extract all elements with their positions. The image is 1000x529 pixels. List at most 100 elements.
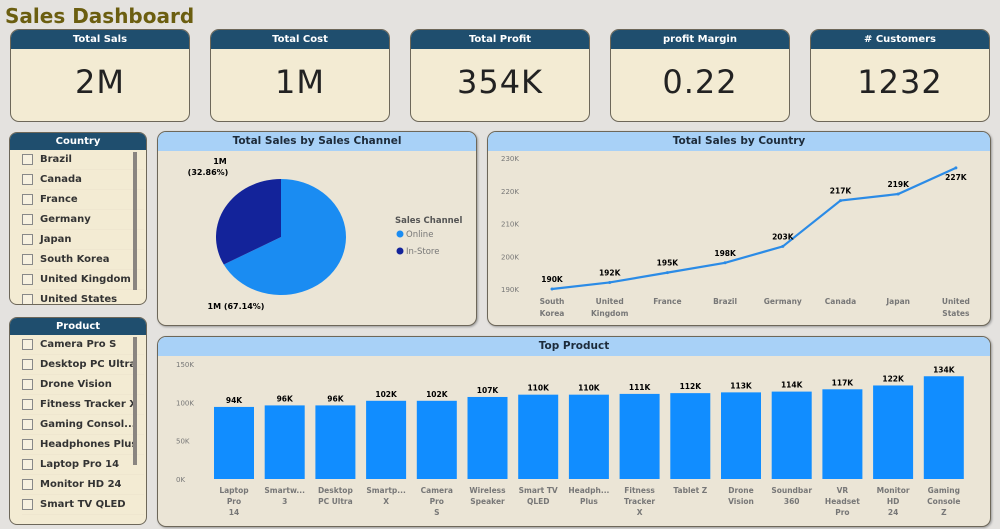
checkbox[interactable]	[22, 154, 33, 165]
checkbox[interactable]	[22, 399, 33, 410]
slicer-item[interactable]: Brazil	[22, 150, 144, 170]
sales-channel-pie-chart: 1M (32.86%) 1M (67.14%) Sales Channel Online…	[188, 157, 463, 311]
x-tick-label: Laptop	[219, 486, 249, 495]
pie-slice-online[interactable]	[223, 179, 346, 295]
checkbox[interactable]	[22, 294, 33, 304]
legend-title: Sales Channel	[395, 216, 462, 226]
top-product-bar-chart: 0K 50K 100K 150K 94K Laptop Pro 14 96K Smartw... 3…	[176, 361, 964, 517]
checkbox[interactable]	[22, 459, 33, 470]
checkbox[interactable]	[22, 234, 33, 245]
slicer-item[interactable]: Canada	[22, 170, 144, 190]
product-bar[interactable]	[264, 405, 305, 479]
checkbox[interactable]	[22, 479, 33, 490]
x-tick-label: Plus	[580, 497, 598, 506]
slicer-item[interactable]: Drone Vision	[22, 375, 144, 395]
x-tick-label: Brazil	[713, 297, 737, 306]
line-point[interactable]	[550, 287, 554, 291]
product-bar[interactable]	[619, 393, 660, 479]
line-point[interactable]	[839, 199, 842, 203]
product-bar[interactable]	[822, 389, 863, 479]
kpi-card: Total Sals 2M	[10, 29, 190, 122]
product-bar[interactable]	[467, 396, 508, 479]
data-label: 122K	[882, 374, 905, 383]
checkbox[interactable]	[22, 254, 33, 265]
checkbox[interactable]	[22, 274, 33, 285]
product-bar[interactable]	[568, 394, 609, 479]
checkbox[interactable]	[22, 419, 33, 430]
checkbox[interactable]	[22, 174, 33, 185]
line-point[interactable]	[781, 244, 785, 248]
data-label: 203K	[772, 232, 795, 241]
slicer-item[interactable]: Fitness Tracker X	[22, 395, 144, 415]
line-point[interactable]	[723, 261, 727, 265]
checkbox[interactable]	[22, 339, 33, 350]
line-point[interactable]	[896, 192, 900, 196]
product-bar[interactable]	[873, 385, 914, 479]
x-tick-label: Pro	[835, 508, 849, 517]
slicer-item-label: South Korea	[40, 254, 110, 265]
data-label: 113K	[730, 381, 753, 390]
product-bar[interactable]	[416, 400, 457, 479]
x-tick-label: Pro	[227, 497, 241, 506]
pie-slice-in-store[interactable]	[216, 179, 281, 265]
product-bar[interactable]	[214, 406, 254, 479]
kpi-value: 1M	[275, 63, 325, 101]
x-tick-label: Speaker	[470, 497, 505, 506]
product-bar[interactable]	[923, 376, 964, 479]
product-scrollbar[interactable]	[133, 337, 137, 465]
slicer-item[interactable]: United Kingdom	[22, 270, 144, 290]
kpi-value: 1232	[857, 63, 943, 101]
product-bar[interactable]	[670, 393, 711, 479]
x-tick-label: Console	[927, 497, 960, 506]
data-label: 110K	[578, 384, 601, 393]
pie-label-online: 1M (67.14%)	[208, 302, 265, 311]
product-bar[interactable]	[771, 391, 812, 479]
slicer-item[interactable]: South Korea	[22, 250, 144, 270]
checkbox[interactable]	[22, 359, 33, 370]
slicer-item-label: Germany	[40, 214, 91, 225]
slicer-item[interactable]: Desktop PC Ultra	[22, 355, 144, 375]
x-tick-label: X	[637, 508, 643, 517]
checkbox[interactable]	[22, 214, 33, 225]
product-bar[interactable]	[366, 400, 407, 479]
kpi-value: 2M	[75, 63, 125, 101]
product-bar[interactable]	[315, 405, 356, 479]
sales-line	[551, 166, 957, 291]
x-tick-label: Headset	[825, 497, 860, 506]
slicer-item[interactable]: Laptop Pro 14	[22, 455, 144, 475]
checkbox[interactable]	[22, 379, 33, 390]
slicer-item-label: Gaming Consol...	[40, 419, 136, 430]
x-tick-label: Monitor	[877, 486, 910, 495]
y-tick-label: 50K	[176, 438, 190, 446]
slicer-item-label: Camera Pro S	[40, 339, 117, 350]
country-scrollbar[interactable]	[133, 152, 137, 290]
line-point[interactable]	[954, 166, 958, 170]
line-point[interactable]	[608, 280, 612, 284]
data-label: 112K	[680, 382, 703, 391]
y-tick-label: 0K	[176, 476, 185, 484]
kpi-label: # Customers	[811, 30, 989, 49]
x-tick-label: Camera	[421, 486, 453, 495]
product-bar[interactable]	[518, 394, 559, 479]
slicer-item[interactable]: Headphones Plus	[22, 435, 144, 455]
slicer-item[interactable]: Germany	[22, 210, 144, 230]
slicer-item[interactable]: Smart TV QLED	[22, 495, 144, 515]
slicer-item-label: France	[40, 194, 78, 205]
product-bar[interactable]	[721, 392, 761, 479]
pie-label-in-store-pct: (32.86%)	[188, 168, 229, 177]
checkbox[interactable]	[22, 194, 33, 205]
slicer-item[interactable]: Camera Pro S	[22, 335, 144, 355]
slicer-item[interactable]: Monitor HD 24	[22, 475, 144, 495]
legend-item[interactable]: Online	[406, 230, 433, 240]
slicer-item[interactable]: Japan	[22, 230, 144, 250]
x-tick-label: Japan	[885, 297, 910, 306]
line-point[interactable]	[665, 271, 669, 275]
legend-item[interactable]: In-Store	[406, 247, 439, 257]
slicer-item[interactable]: United States	[22, 290, 144, 304]
data-label: 198K	[714, 249, 737, 258]
checkbox[interactable]	[22, 439, 33, 450]
slicer-item[interactable]: Gaming Consol...	[22, 415, 144, 435]
kpi-card: Total Profit 354K	[410, 29, 590, 122]
slicer-item[interactable]: France	[22, 190, 144, 210]
checkbox[interactable]	[22, 499, 33, 510]
